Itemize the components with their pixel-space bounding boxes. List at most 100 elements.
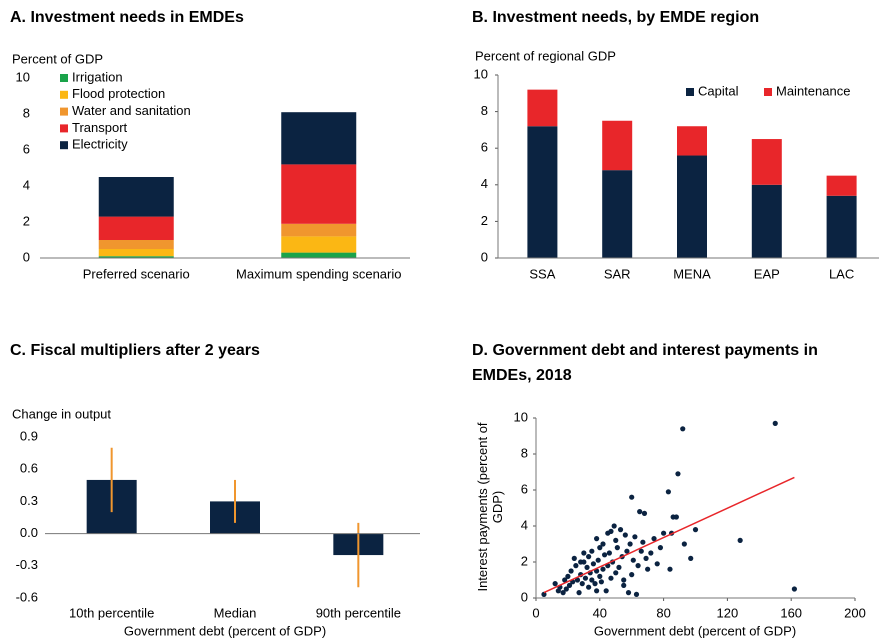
bar-segment (98, 177, 174, 217)
point (645, 566, 651, 572)
bar-segment (98, 216, 174, 240)
point (614, 545, 620, 551)
point (772, 420, 778, 426)
legend-swatch (686, 88, 694, 96)
legend-swatch (764, 88, 772, 96)
point (621, 577, 627, 583)
y-tick-label: -0.6 (16, 589, 38, 604)
legend-swatch (60, 107, 68, 116)
point (657, 545, 664, 551)
point (613, 570, 619, 576)
x-axis-label: Government debt (percent of GDP) (124, 623, 326, 638)
point (592, 581, 598, 587)
x-axis-label: Government debt (percent of GDP) (594, 623, 796, 638)
point (675, 471, 681, 477)
point (688, 555, 694, 562)
point (629, 494, 635, 500)
x-tick-label: 10th percentile (69, 605, 154, 620)
point (589, 577, 595, 583)
x-tick-label: 120 (717, 605, 739, 620)
x-tick-label: LAC (829, 266, 854, 281)
point (600, 541, 606, 547)
x-tick-label: Median (214, 605, 257, 620)
y-tick-label: 0.3 (20, 493, 38, 508)
y-tick-label: 4 (521, 517, 528, 532)
point (568, 568, 574, 574)
y-tick-label: 0.9 (20, 428, 38, 443)
point (581, 550, 587, 556)
point (625, 590, 632, 596)
bar-segment (751, 139, 782, 185)
x-tick-label: MENA (673, 266, 711, 281)
legend-swatch (60, 90, 68, 99)
y-tick-label: 2 (481, 213, 488, 228)
point (574, 577, 581, 583)
y-tick-label: 10 (474, 66, 488, 81)
point (563, 586, 569, 592)
y-tick-label: 2 (521, 553, 528, 568)
y-tick-label: 2 (23, 213, 30, 228)
point (597, 573, 603, 580)
bar-segment (602, 170, 633, 258)
bar-segment (281, 236, 357, 253)
bar-segment (602, 120, 633, 171)
point (601, 552, 608, 558)
point (590, 561, 597, 567)
point (613, 537, 619, 544)
bar-segment (677, 126, 707, 156)
y-tick-label: 10 (514, 409, 528, 424)
x-tick-label: 90th percentile (316, 605, 401, 620)
point (562, 577, 568, 583)
point (681, 541, 687, 547)
point (791, 586, 797, 592)
legend-swatch (60, 74, 68, 82)
point (617, 527, 624, 533)
y-tick-label: 6 (481, 140, 488, 155)
bar-segment (751, 184, 782, 258)
point (565, 573, 571, 580)
x-tick-label: 80 (656, 605, 670, 620)
point (584, 564, 590, 571)
y-tick-label: 0 (23, 249, 30, 264)
trend-line (543, 476, 795, 594)
point (571, 555, 577, 562)
y-tick-label: 0 (521, 589, 528, 604)
point (654, 561, 660, 567)
y-axis-label: Change in output (12, 406, 111, 421)
panel-title: C. Fiscal multipliers after 2 years (10, 342, 260, 359)
bar-segment (98, 249, 174, 257)
point (635, 563, 641, 569)
point (632, 534, 638, 540)
point (611, 523, 617, 529)
point (680, 426, 686, 432)
point (630, 557, 636, 563)
y-axis-label: Percent of regional GDP (475, 48, 616, 63)
bar-segment (826, 175, 857, 196)
bar-segment (527, 126, 558, 259)
bar-segment (281, 223, 357, 237)
bar-segment (826, 195, 857, 258)
bar-segment (677, 155, 707, 258)
point (597, 545, 603, 551)
y-tick-label: 8 (23, 105, 30, 120)
y-tick-label: 0.6 (20, 461, 38, 476)
point (621, 582, 627, 589)
point (552, 581, 558, 587)
y-tick-label: 8 (521, 445, 528, 460)
point (594, 536, 600, 542)
point (692, 527, 699, 533)
point (665, 489, 671, 495)
point (661, 530, 667, 536)
point (589, 548, 595, 554)
panel-title: A. Investment needs in EMDEs (10, 9, 244, 26)
legend-label: Maintenance (776, 83, 850, 98)
y-tick-label: 10 (16, 69, 30, 84)
point (573, 563, 579, 569)
point (651, 536, 657, 542)
point (566, 582, 573, 589)
point (638, 548, 644, 554)
panel-title: D. Government debt and interest payments… (472, 342, 818, 384)
y-tick-label: 4 (481, 176, 488, 191)
x-tick-label: 160 (780, 605, 802, 620)
